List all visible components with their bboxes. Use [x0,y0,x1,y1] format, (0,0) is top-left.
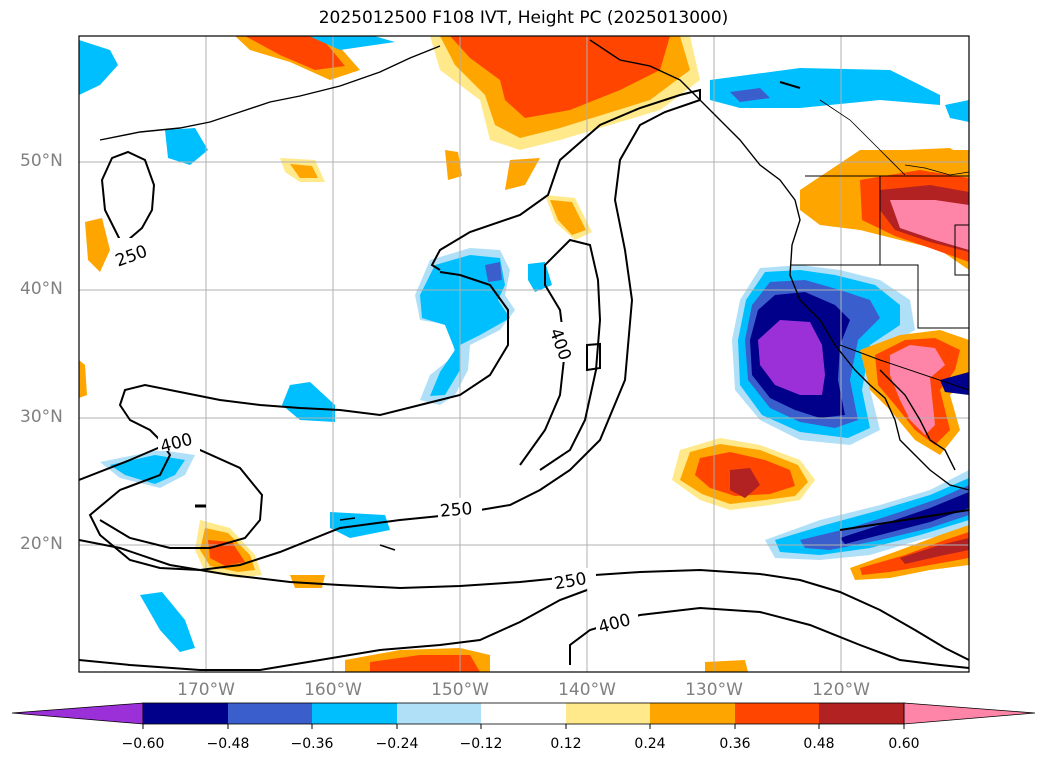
lat-label-20n: 20°N [20,534,63,554]
lon-label-150w: 150°W [431,680,489,700]
anomaly-patch-13 [705,660,748,672]
anomaly-central-blue-c [528,262,552,292]
contour-bottom [79,589,588,671]
anomaly-patch-9 [140,592,195,652]
anomaly-ne-blue-dark [730,88,770,102]
contour-250-west [100,150,156,241]
lat-label-50n: 50°N [20,151,63,171]
colorbar-tick-label: −0.24 [375,736,419,752]
graticule [79,36,969,672]
anomaly-central-blue-d [282,382,335,422]
contour-400-south [569,606,969,669]
colorbar-segment-5 [481,703,566,724]
colorbar-segment-2 [228,703,312,724]
anomaly-baja-blue [940,372,969,395]
anomaly-patch-14 [308,36,395,50]
colorbar-tick-label: −0.48 [206,736,250,752]
anomaly-se-blue-inner [800,485,969,550]
anomaly-pnw-pink [890,200,969,250]
anomaly-patch-3 [505,158,540,190]
colorbar-frame [142,702,905,725]
anomaly-central-blue-dark [485,262,502,282]
lon-label-140w: 140°W [558,680,616,700]
map-title: 2025012500 F108 IVT, Height PC (20250130… [318,8,729,28]
colorbar-segment-8 [735,703,819,724]
lon-label-160w: 160°W [304,680,362,700]
colorbar-tick-label: −0.12 [459,736,503,752]
map-frame [78,35,970,673]
anomaly-patch-1b [290,164,318,178]
contour-label-bg [112,238,638,630]
contour-label-4: 250 [439,499,473,522]
colorbar [11,702,1036,729]
colorbar-extend-min [11,702,144,725]
colorbar-segment-1 [143,703,228,724]
anomaly-ne-blue [710,68,940,108]
colorbar-extend-max [903,702,1036,725]
colorbar-tick-label: 0.48 [803,736,835,752]
lat-label-40n: 40°N [20,279,63,299]
anomaly-patch-12b [370,655,480,672]
contour-400-inner [519,238,602,471]
filled-anomalies [79,36,969,672]
anomaly-patch-8 [290,575,325,588]
anomaly-patch-5 [85,218,110,272]
contour-central-loop [88,88,701,572]
anomaly-patch-15 [905,148,969,172]
colorbar-segment-9 [819,703,904,724]
colorbar-tick-label: 0.36 [719,736,751,752]
lat-label-30n: 30°N [20,407,63,427]
lon-label-130w: 130°W [685,680,743,700]
colorbar-tick-label: −0.60 [121,736,165,752]
colorbar-tick-label: −0.36 [290,736,334,752]
anomaly-cal-purple [758,320,825,395]
lon-label-120w: 120°W [812,680,870,700]
anomaly-patch-6 [79,360,87,398]
colorbar-segment-6 [566,703,650,724]
anomaly-patch-2 [445,150,462,180]
colorbar-segment-4 [397,703,481,724]
anomaly-blue-small-1 [165,128,208,165]
anomaly-nw-blue [79,40,118,95]
colorbar-segment-7 [650,703,735,724]
anomaly-north-red [245,36,345,70]
colorbar-tick-label: 0.24 [634,736,666,752]
anomaly-subtrop-darkred [730,468,760,498]
anomaly-ne-blue-2 [945,100,969,122]
anomaly-patch-4b [550,200,586,235]
colorbar-tick-label: 0.60 [888,736,920,752]
colorbar-tick-label: 0.12 [550,736,582,752]
lon-label-170w: 170°W [177,680,235,700]
colorbar-segment-3 [312,703,397,724]
anomaly-se-navy [840,492,969,544]
